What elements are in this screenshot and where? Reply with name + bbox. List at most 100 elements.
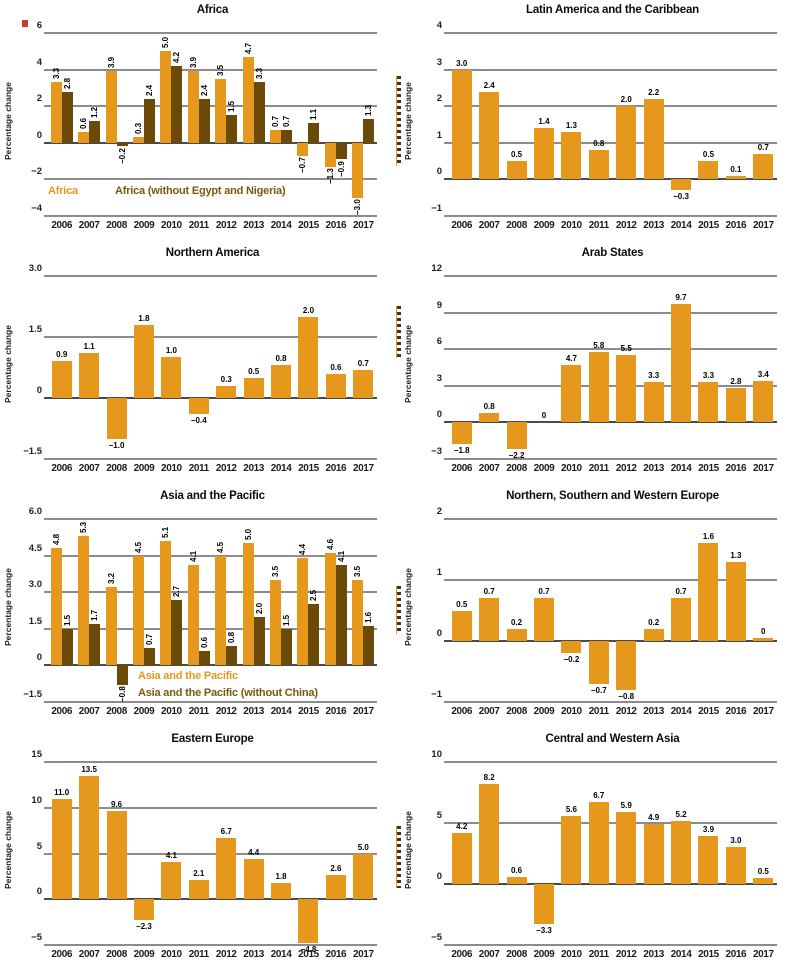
bar-value-label: 2.2 — [648, 87, 660, 97]
bar-value-label: 3.3 — [254, 68, 264, 80]
y-tick-label: 6 — [436, 336, 442, 348]
bar-value-label: 1.5 — [62, 614, 72, 626]
bar-value-label: 0.8 — [483, 401, 495, 411]
bar-value-label: 0.2 — [648, 617, 660, 627]
x-tick-label: 2008 — [106, 706, 127, 717]
zero-gridline — [444, 883, 777, 885]
bar-central-and-western-asia-2007 — [479, 783, 500, 884]
gridline — [444, 215, 777, 217]
x-tick-label: 2007 — [478, 949, 500, 960]
gridline — [44, 458, 377, 460]
chart-panel-arab-states: Arab States Percentage change 12 9 6 3 0 −3 −1.8… — [400, 243, 800, 486]
bar-asia-and-the-pacific-2017 — [352, 580, 364, 666]
x-tick-label: 2009 — [133, 706, 155, 717]
bar-value-label: 1.0 — [165, 346, 177, 356]
zero-gridline — [444, 640, 777, 642]
y-tick-label: −3 — [431, 446, 442, 457]
y-tick-label: 1.5 — [28, 324, 42, 335]
gridline — [444, 311, 777, 314]
y-axis-label: Percentage change — [403, 811, 413, 889]
bar-latin-america-and-the-caribbean-2014 — [671, 179, 692, 191]
bar-eastern-europe-2009 — [133, 899, 154, 921]
y-tick-label: 0 — [436, 409, 442, 421]
y-tick-label: 1 — [436, 129, 442, 141]
gridline — [444, 518, 777, 520]
bar-value-label: 0 — [761, 626, 766, 636]
bar-northern-america-2017 — [353, 369, 374, 398]
bar-value-label: 3.9 — [702, 825, 715, 835]
bar-asia-and-the-pacific-without-china-2009 — [143, 648, 155, 666]
x-tick-label: 2009 — [133, 463, 155, 474]
bar-arab-states-2010 — [561, 365, 582, 423]
gutter-dash-mark — [396, 76, 401, 166]
bar-northern-southern-and-western-europe-2013 — [643, 628, 664, 641]
bar-arab-states-2006 — [451, 422, 472, 445]
bar-northern-southern-and-western-europe-2011 — [588, 641, 609, 684]
x-tick-label: 2016 — [325, 220, 347, 231]
bar-value-label: 4.1 — [188, 551, 198, 563]
bar-value-label: 2.8 — [730, 377, 742, 387]
x-tick-label: 2017 — [752, 706, 774, 717]
x-tick-label: 2017 — [752, 949, 774, 960]
bar-value-label: 4.8 — [51, 534, 61, 546]
x-tick-label: 2006 — [51, 463, 73, 474]
x-tick-label: 2017 — [352, 949, 374, 960]
x-tick-label: 2012 — [215, 706, 237, 717]
gridline — [444, 458, 777, 460]
bar-asia-and-the-pacific-without-china-2016 — [335, 565, 347, 666]
bar-central-and-western-asia-2009 — [533, 884, 554, 925]
bar-central-and-western-asia-2017 — [753, 877, 774, 884]
bar-value-label: 0.6 — [510, 865, 523, 875]
bar-value-label: 0.5 — [456, 599, 468, 609]
x-tick-label: 2016 — [725, 220, 747, 231]
bar-asia-and-the-pacific-2015 — [297, 558, 309, 666]
x-tick-label: 2015 — [298, 220, 319, 231]
bar-value-label: 8.2 — [483, 772, 495, 782]
bar-value-label: 2.8 — [62, 77, 72, 89]
bar-value-label: 2.7 — [172, 585, 182, 597]
bar-northern-southern-and-western-europe-2017 — [753, 637, 774, 641]
x-tick-label: 2008 — [106, 463, 127, 474]
bar-value-label: 3.5 — [216, 64, 226, 76]
zero-gridline — [44, 397, 377, 399]
x-tick-label: 2011 — [188, 463, 210, 474]
bar-arab-states-2008 — [506, 422, 527, 450]
bar-arab-states-2016 — [725, 388, 746, 423]
bar-value-label: 2.0 — [302, 305, 315, 315]
bar-latin-america-and-the-caribbean-2007 — [479, 91, 500, 180]
x-tick-label: 2006 — [451, 463, 473, 474]
bar-latin-america-and-the-caribbean-2006 — [451, 69, 472, 180]
bar-africa-without-egypt-and-nigeria-2009 — [143, 98, 155, 143]
x-tick-label: 2013 — [643, 220, 664, 231]
x-tick-label: 2007 — [478, 220, 500, 231]
bar-value-label: 3.5 — [353, 565, 363, 577]
bar-central-and-western-asia-2015 — [698, 836, 719, 884]
bar-value-label: 0.7 — [271, 115, 281, 127]
y-tick-label: 4 — [436, 20, 442, 31]
gridline — [444, 275, 777, 277]
y-tick-label: 0 — [436, 871, 442, 882]
gridline — [44, 178, 377, 181]
bar-arab-states-2015 — [698, 382, 719, 423]
bar-value-label: 0.7 — [282, 115, 292, 127]
bar-value-label: 4.7 — [243, 42, 253, 54]
bar-northern-southern-and-western-europe-2016 — [725, 561, 746, 641]
bar-value-label: 1.3 — [730, 550, 742, 560]
x-tick-label: 2016 — [325, 706, 347, 717]
bar-northern-america-2016 — [325, 373, 346, 398]
bar-latin-america-and-the-caribbean-2015 — [698, 161, 719, 180]
bar-africa-2011 — [187, 71, 199, 143]
bar-latin-america-and-the-caribbean-2013 — [643, 98, 664, 180]
x-tick-label: 2010 — [561, 463, 582, 474]
x-tick-label: 2008 — [506, 949, 527, 960]
gridline — [44, 944, 377, 946]
bar-value-label: −3.3 — [536, 926, 552, 936]
bar-arab-states-2012 — [616, 355, 637, 423]
y-tick-label: 1.5 — [28, 615, 42, 627]
zero-gridline — [44, 141, 377, 144]
y-tick-label: 10 — [431, 749, 442, 760]
x-tick-label: 2009 — [533, 706, 555, 717]
x-tick-label: 2008 — [506, 220, 527, 231]
x-tick-label: 2010 — [161, 220, 182, 231]
